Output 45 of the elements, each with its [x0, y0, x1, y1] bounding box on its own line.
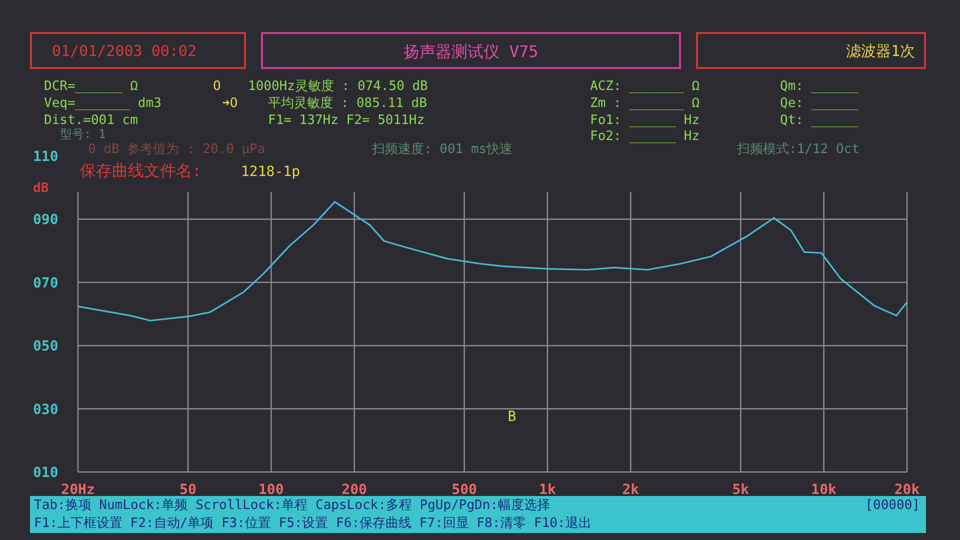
y-tick-label: 010: [33, 465, 58, 481]
text: Veq=_______ dm3: [44, 96, 162, 111]
x-tick-label: 500: [452, 482, 477, 498]
x-tick-label: 20k: [894, 482, 920, 498]
text: ➜O: [222, 96, 238, 111]
annotation: 扫频速度: 001 ms快速: [371, 141, 513, 157]
text: F1:上下框设置 F2:自动/单项 F3:位置 F5:设置 F6:保存曲线 F7:回显 F8:清零 F10:退出: [34, 516, 592, 531]
y-tick-label: 030: [33, 402, 58, 418]
y-axis-title: dB: [33, 181, 49, 196]
x-tick-label: 2k: [622, 482, 640, 498]
x-tick-label: 200: [342, 482, 367, 498]
x-tick-label: 5k: [732, 482, 750, 498]
text: DCR=______ Ω: [44, 79, 138, 94]
x-tick-label: 100: [258, 482, 284, 498]
y-tick-label: 070: [33, 275, 58, 292]
text: Tab:换项 NumLock:单频 ScrollLock:单程 CapsLock:多程 PgUp/PgDn:幅度选择: [34, 497, 550, 513]
y-tick-label: 050: [33, 338, 58, 355]
text: Fo1: ______ Hz: [590, 113, 700, 128]
x-tick-label: 10k: [811, 482, 838, 498]
x-tick-label: 1k: [539, 482, 556, 498]
text: 01/01/2003 00:02: [52, 42, 196, 60]
text: 型号: 1: [60, 127, 106, 141]
text: [00000]: [865, 498, 920, 513]
x-tick-label: 20Hz: [61, 482, 95, 498]
text: O: [213, 79, 221, 94]
text: Fo2: ______ Hz: [590, 129, 700, 144]
text: Zm : _______ Ω: [590, 96, 700, 111]
text: Qm: ______: [780, 79, 858, 94]
annotation: 0 dB 参考值为 : 20.0 μPa: [88, 142, 266, 157]
text: 滤波器1次: [846, 42, 915, 60]
text: Qt: ______: [780, 113, 858, 128]
annotation: 扫频模式:1/12 Oct: [736, 142, 860, 157]
chart-title: 扬声器测试仪 V75: [404, 42, 538, 61]
x-tick-label: 50: [180, 482, 196, 498]
y-tick-label: 090: [33, 212, 58, 228]
text: ACZ: _______ Ω: [590, 79, 700, 94]
annotation: 1218-1p: [241, 164, 300, 180]
text: 平均灵敏度 : 085.11 dB: [268, 95, 428, 111]
text: Qe: ______: [780, 96, 858, 111]
text: Dist.=001 cm: [44, 113, 138, 128]
y-tick-label: 110: [33, 149, 58, 165]
annotation: B: [508, 409, 516, 425]
text: 1000Hz灵敏度 : 074.50 dB: [248, 78, 428, 94]
text: F1= 137Hz F2= 5011Hz: [268, 113, 425, 128]
annotation: 保存曲线文件名:: [80, 161, 202, 180]
